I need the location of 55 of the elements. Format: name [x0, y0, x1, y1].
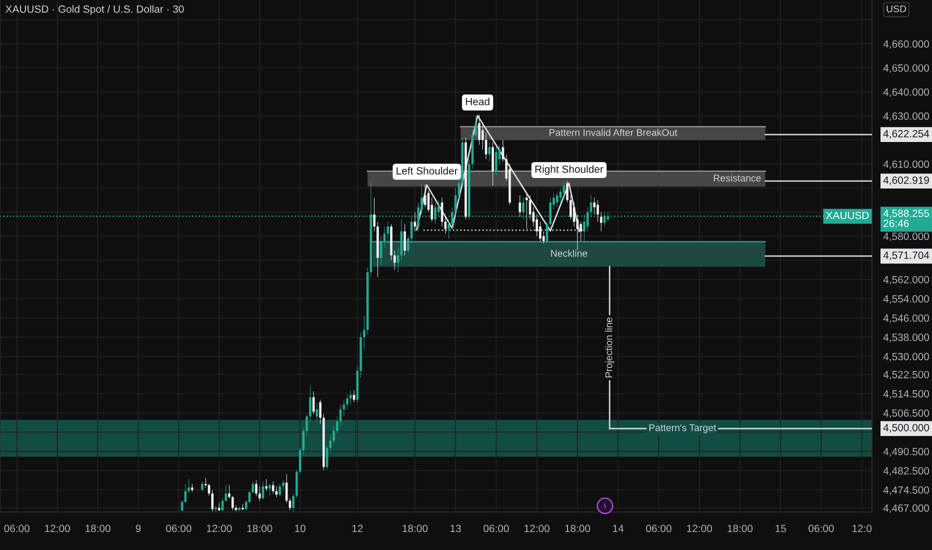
x-tick-label: 12:00 — [45, 524, 70, 532]
y-tick-label: 4,474.500 — [883, 486, 930, 495]
x-tick-label: 06:00 — [4, 524, 30, 532]
x-tick-label: 12:00 — [206, 524, 232, 532]
y-tick-label: 4,610.000 — [883, 160, 930, 170]
x-tick-label: 10 — [295, 524, 306, 532]
chart-title: XAUUSD · Gold Spot / U.S. Dollar · 30 — [6, 5, 184, 15]
data-label: 4,622.254 — [883, 130, 930, 139]
annotation: Left Shoulder — [396, 166, 458, 175]
data-label: 4,602.919 — [883, 176, 929, 186]
x-tick-label: 9 — [136, 524, 141, 532]
y-tick-label: 4,660.000 — [883, 40, 930, 49]
data-label: 4,571.704 — [883, 252, 930, 260]
text: Projection line — [605, 318, 614, 378]
x-tick-label: 15 — [776, 524, 786, 532]
x-tick-label: 18:00 — [86, 524, 110, 532]
series-label: Pattern Invalid After BreakOut — [549, 128, 678, 136]
y-tick-label: 4,562.000 — [883, 276, 930, 285]
y-tick-label: 4,546.000 — [883, 314, 930, 324]
x-tick-label: 18:00 — [402, 524, 428, 532]
x-tick-label: 12:00 — [524, 524, 550, 532]
y-tick-label: 4,630.000 — [883, 112, 930, 122]
annotation: Head — [466, 98, 490, 106]
series-label: Resistance — [714, 174, 761, 182]
x-tick-label: 13 — [450, 524, 461, 532]
x-tick-label: 12:00 — [687, 524, 712, 532]
y-tick-label: 4,522.500 — [883, 370, 930, 380]
x-tick-label: 06:00 — [808, 524, 834, 532]
x-tick-label: 14 — [613, 524, 624, 532]
y-tick-label: 4,482.500 — [883, 467, 930, 476]
x-tick-label: 12 — [352, 524, 363, 532]
annotation: Pattern's Target — [649, 424, 716, 434]
y-tick-label: 4,580.000 — [883, 232, 930, 242]
y-tick-label: 4,530.000 — [883, 352, 930, 362]
ref-line-label: 4,588.255 26:46 — [883, 210, 930, 228]
x-tick-label: 06:00 — [646, 524, 672, 532]
y-tick-label: 4,506.500 — [883, 409, 930, 418]
data-label: 4,500.000 — [883, 424, 930, 433]
x-tick-label: 18:00 — [728, 524, 753, 532]
x-tick-label: 18:00 — [565, 524, 590, 532]
y-tick-label: 4,554.000 — [883, 295, 930, 304]
y-tick-label: 4,538.000 — [883, 334, 930, 342]
y-tick-label: 4,650.000 — [883, 64, 930, 73]
x-tick-label: 12:0 — [852, 524, 872, 532]
y-tick-label: 4,514.500 — [883, 390, 930, 399]
x-tick-label: 06:00 — [166, 524, 192, 532]
annotation: Right Shoulder — [535, 165, 604, 175]
x-tick-label: 18:00 — [247, 524, 272, 532]
y-tick-label: 4,467.000 — [883, 504, 930, 514]
y-axis-title: USD — [886, 5, 906, 12]
x-tick-label: 06:00 — [484, 524, 509, 532]
y-tick-label: 4,640.000 — [883, 88, 930, 97]
annotation: XAUUSD — [826, 212, 869, 220]
y-tick-label: 4,490.500 — [883, 448, 930, 457]
series-label: Neckline — [551, 250, 588, 257]
